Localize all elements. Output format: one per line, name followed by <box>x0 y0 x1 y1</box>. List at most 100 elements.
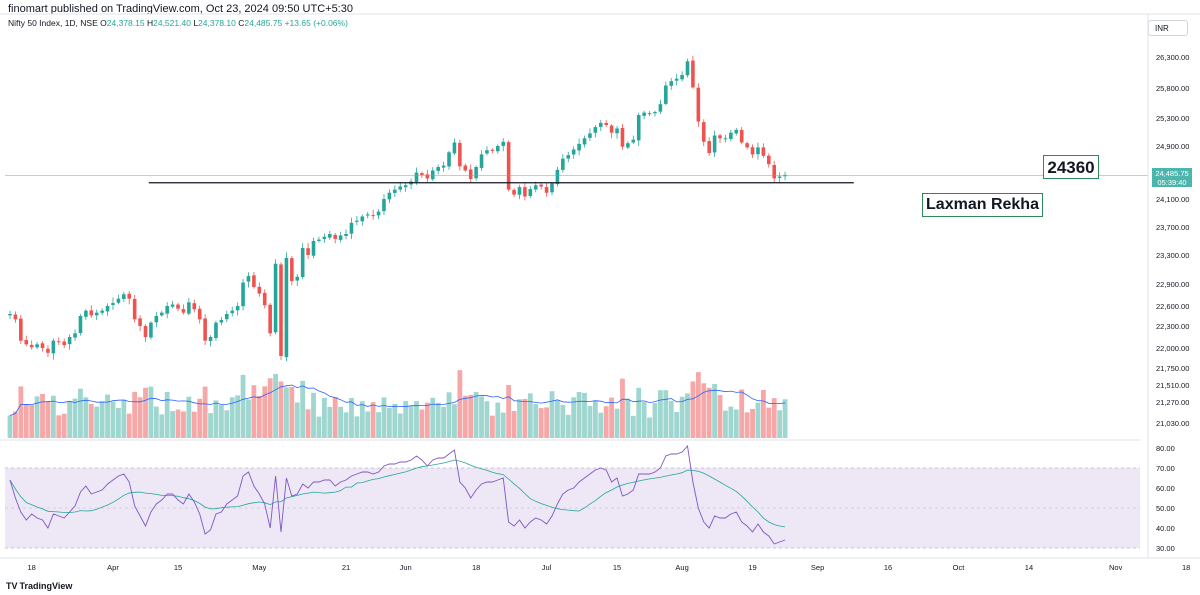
candle-body <box>67 337 72 345</box>
candle-body <box>436 167 440 171</box>
candle-body <box>344 234 348 236</box>
volume-bar <box>603 406 609 438</box>
volume-bar <box>582 392 587 438</box>
volume-bar <box>495 402 501 438</box>
volume-bar <box>728 406 734 438</box>
candle-body <box>539 184 543 187</box>
volume-bar <box>18 386 24 438</box>
candle-body <box>523 187 527 197</box>
volume-bar <box>359 401 365 438</box>
rsi-ma-line <box>9 459 786 528</box>
volume-bar <box>23 404 29 438</box>
volume-bar <box>744 412 750 438</box>
candle-body <box>452 142 457 154</box>
volume-bar <box>560 404 566 438</box>
candle-body <box>447 152 451 167</box>
volume-bar <box>381 397 387 438</box>
candle-body <box>187 302 191 314</box>
volume-bar <box>284 387 289 438</box>
time-tick-label: Aug <box>675 563 688 572</box>
volume-bar <box>289 387 295 438</box>
volume-bar <box>246 399 251 438</box>
candle-body <box>528 189 533 197</box>
candle-body <box>561 158 565 170</box>
rsi-tick-label: 50.00 <box>1156 504 1175 513</box>
volume-bar <box>376 412 381 438</box>
candle-body <box>620 128 625 147</box>
lines <box>5 174 1148 416</box>
candle-body <box>100 310 104 313</box>
price-tick-label: 24,900.00 <box>1156 142 1189 151</box>
time-tick-label: Jul <box>542 563 552 572</box>
volume-bar <box>7 415 13 438</box>
candle-body <box>62 341 66 346</box>
candle-body <box>691 60 695 88</box>
rsi-pane <box>0 439 1140 549</box>
low-label: L <box>193 18 199 28</box>
candle-body <box>550 183 554 193</box>
volume-bar <box>88 403 94 438</box>
volume-bar <box>94 406 100 438</box>
volume-bar <box>723 410 728 438</box>
volume-bar <box>267 378 273 438</box>
volume-bar <box>701 383 707 438</box>
candle-body <box>355 220 359 222</box>
candle-body <box>273 263 278 333</box>
price-tick-label: 25,300.00 <box>1156 114 1189 123</box>
time-tick-label: 18 <box>1182 563 1190 572</box>
volume-bar <box>435 402 441 438</box>
candle-body <box>246 276 251 282</box>
candle-body <box>349 222 354 234</box>
candle-body <box>317 239 321 241</box>
volume-bar <box>403 401 409 438</box>
close-label: C <box>238 18 245 28</box>
volume-bar <box>208 413 213 438</box>
candle-body <box>555 169 560 185</box>
volume-bar <box>739 389 745 438</box>
candle-body <box>8 314 12 316</box>
candle-body <box>669 81 674 86</box>
volume-bar <box>256 395 262 438</box>
candle-body <box>225 314 229 320</box>
candle-body <box>295 276 300 281</box>
volume-bar <box>327 406 333 438</box>
candle-body <box>290 258 294 282</box>
candle-body <box>674 78 679 81</box>
volume-bar <box>457 370 463 438</box>
candle-body <box>122 294 126 299</box>
volume-bar <box>126 413 132 438</box>
candle-body <box>219 320 224 323</box>
candle-body <box>46 348 50 353</box>
volume-bar <box>392 403 398 438</box>
candle-body <box>626 143 630 148</box>
volume-bar <box>278 381 284 438</box>
volume-bar <box>235 395 241 438</box>
candle-body <box>127 293 132 299</box>
volume-bar <box>473 392 479 438</box>
volume-bar <box>511 410 517 438</box>
time-tick-label: Apr <box>107 563 119 572</box>
volume-bar <box>110 401 116 438</box>
candle-body <box>490 149 495 151</box>
support-level-annotation[interactable]: 24360 <box>1043 155 1099 179</box>
volume-bar <box>300 380 306 438</box>
candle-body <box>636 115 641 141</box>
volume-bar <box>652 403 658 438</box>
support-label-annotation[interactable]: Laxman Rekha <box>922 193 1043 217</box>
candle-body <box>84 310 88 317</box>
candle-body <box>333 234 337 239</box>
candle-body <box>40 343 45 348</box>
volume-bar <box>332 396 338 438</box>
volume-bar <box>414 401 419 438</box>
high-value: 24,521.40 <box>153 18 191 28</box>
volume-bar <box>630 415 636 438</box>
candle-body <box>642 112 646 116</box>
volume-bar <box>202 386 208 438</box>
rsi-band <box>5 468 1140 548</box>
time-tick-label: 18 <box>28 563 36 572</box>
volume-bar <box>587 405 593 438</box>
volume-bar <box>484 401 490 438</box>
low-value: 24,378.10 <box>198 18 236 28</box>
candle-body <box>170 304 175 307</box>
